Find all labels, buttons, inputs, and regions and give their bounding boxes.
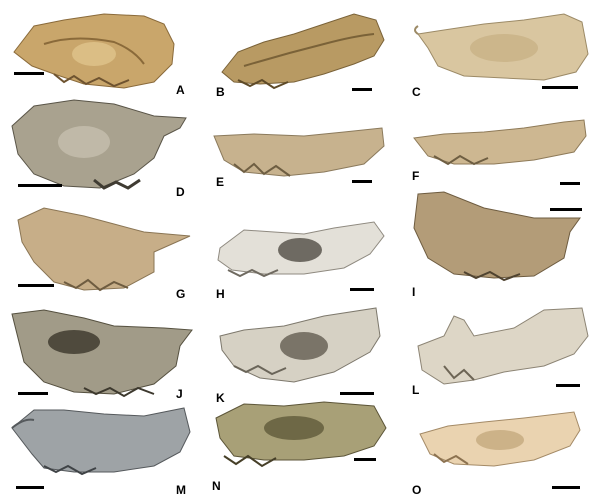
scale-bar: [542, 86, 578, 89]
scale-bar: [354, 458, 376, 461]
scale-bar: [340, 392, 374, 395]
scale-bar: [14, 72, 44, 75]
scale-bar: [18, 284, 54, 287]
panel-label: N: [212, 479, 221, 493]
panel-label: O: [412, 483, 422, 497]
scale-bar: [18, 184, 62, 187]
skull-o-image: [419, 411, 581, 467]
panel-label: E: [216, 175, 225, 189]
skull-h-image: [217, 221, 385, 278]
skull-i-image: [413, 191, 581, 282]
panel-label: H: [216, 287, 225, 301]
skull-c-image: [414, 13, 589, 81]
panel-label: A: [176, 83, 185, 97]
panel-e: E: [204, 120, 400, 216]
skull-e-image: [213, 127, 385, 177]
panel-label: I: [412, 285, 416, 299]
scale-bar: [552, 486, 580, 489]
scale-bar: [16, 486, 44, 489]
skull-d-image: [11, 99, 187, 190]
skull-b-image: [221, 13, 385, 90]
panel-label: B: [216, 85, 225, 99]
panel-k: K: [204, 306, 400, 409]
skull-j-image: [11, 309, 193, 398]
scale-bar: [352, 180, 372, 183]
skull-a-image: [13, 13, 175, 89]
panel-c: C: [404, 4, 600, 100]
panel-label: K: [216, 391, 225, 405]
panel-n: N: [204, 398, 400, 494]
skull-l-image: [417, 307, 589, 385]
panel-b: B: [204, 4, 400, 100]
skull-n-image: [215, 401, 387, 468]
panel-j: J: [4, 306, 200, 402]
scale-bar: [352, 88, 372, 91]
panel-label: G: [176, 287, 186, 301]
scale-bar: [350, 288, 374, 291]
panel-o: O: [404, 402, 600, 498]
scale-bar: [550, 208, 582, 211]
panel-h: H: [204, 214, 400, 310]
scale-bar: [18, 392, 48, 395]
panel-label: L: [412, 383, 420, 397]
panel-a: A: [4, 4, 200, 100]
panel-label: J: [176, 387, 183, 401]
skull-k-image: [219, 307, 381, 383]
panel-m: M: [4, 402, 200, 498]
panel-label: M: [176, 483, 186, 497]
panel-label: C: [412, 85, 421, 99]
skull-g-image: [17, 207, 191, 292]
panel-g: G: [4, 202, 200, 301]
panel-label: F: [412, 169, 420, 183]
scale-bar: [560, 182, 580, 185]
panel-d: D: [4, 96, 200, 198]
panel-f: F: [404, 116, 600, 212]
panel-label: D: [176, 185, 185, 199]
panel-i: I: [404, 188, 600, 298]
skull-m-image: [11, 407, 191, 476]
panel-l: L: [404, 306, 600, 402]
skull-f-image: [413, 119, 587, 166]
scale-bar: [556, 384, 580, 387]
